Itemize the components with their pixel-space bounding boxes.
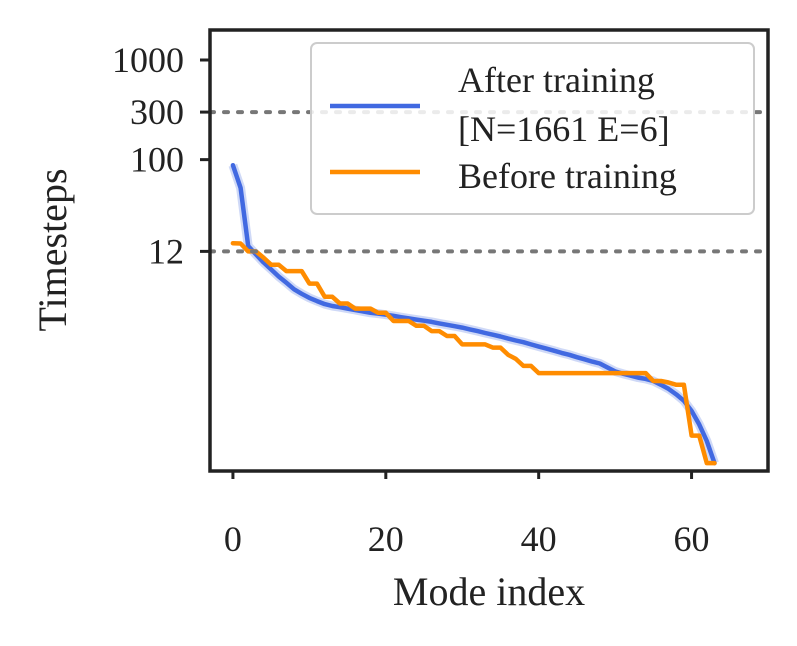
y-tick-label-300: 300 xyxy=(130,92,184,132)
y-tick-label-12: 12 xyxy=(148,231,184,271)
lines-layer xyxy=(228,162,719,466)
ticks-layer: 0 20 40 60 12 100 300 1000 xyxy=(112,40,710,559)
plot-frame xyxy=(208,28,770,473)
legend-label-after-training-line2: [N=1661 E=6] xyxy=(458,109,670,149)
legend-label-before-training: Before training xyxy=(458,156,677,196)
y-tick-label-100: 100 xyxy=(130,140,184,180)
x-tick-label-40: 40 xyxy=(521,519,557,559)
series-line-before-training xyxy=(230,240,717,466)
y-axis-label: Timesteps xyxy=(30,168,75,331)
legend-box xyxy=(310,42,755,215)
x-tick-label-60: 60 xyxy=(674,519,710,559)
y-tick-label-1000: 1000 xyxy=(112,40,184,80)
x-tick-label-20: 20 xyxy=(368,519,404,559)
x-tick-label-0: 0 xyxy=(224,519,242,559)
legend-label-after-training-line1: After training xyxy=(458,60,655,100)
x-axis-label: Mode index xyxy=(393,569,585,614)
legend: After training [N=1661 E=6] Before train… xyxy=(310,42,755,215)
series-line-after-training xyxy=(230,162,717,466)
